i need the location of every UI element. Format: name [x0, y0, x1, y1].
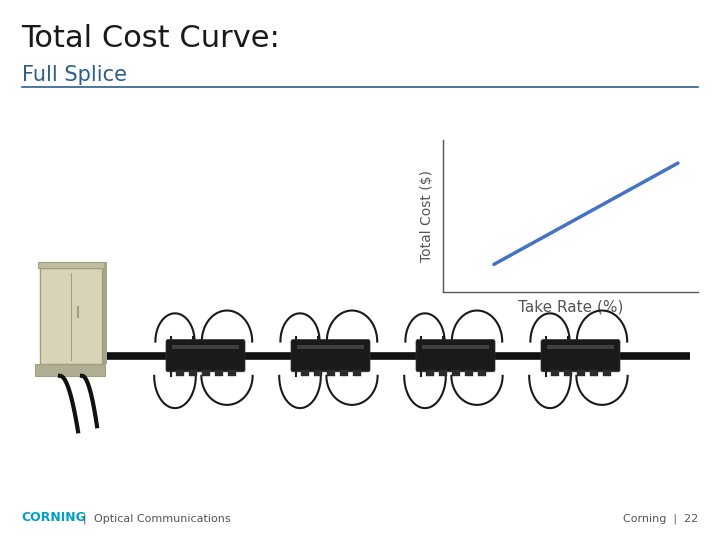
FancyBboxPatch shape: [426, 370, 434, 376]
Text: CORNING: CORNING: [22, 511, 86, 524]
Y-axis label: Total Cost ($): Total Cost ($): [420, 170, 434, 262]
FancyBboxPatch shape: [547, 345, 614, 349]
FancyBboxPatch shape: [40, 268, 102, 364]
FancyBboxPatch shape: [590, 370, 598, 376]
FancyBboxPatch shape: [551, 370, 559, 376]
FancyBboxPatch shape: [478, 370, 486, 376]
FancyBboxPatch shape: [291, 340, 370, 372]
Text: Corning  |  22: Corning | 22: [623, 514, 698, 524]
FancyBboxPatch shape: [166, 340, 245, 372]
Text: |: |: [83, 514, 86, 524]
X-axis label: Take Rate (%): Take Rate (%): [518, 300, 624, 315]
FancyBboxPatch shape: [422, 345, 489, 349]
FancyBboxPatch shape: [102, 262, 107, 364]
FancyBboxPatch shape: [228, 370, 236, 376]
FancyBboxPatch shape: [465, 370, 473, 376]
Text: Full Splice: Full Splice: [22, 65, 127, 85]
FancyBboxPatch shape: [202, 370, 210, 376]
FancyBboxPatch shape: [176, 370, 184, 376]
FancyBboxPatch shape: [340, 370, 348, 376]
Text: Optical Communications: Optical Communications: [94, 514, 230, 524]
FancyBboxPatch shape: [215, 370, 223, 376]
FancyBboxPatch shape: [603, 370, 611, 376]
FancyBboxPatch shape: [541, 340, 620, 372]
FancyBboxPatch shape: [189, 370, 197, 376]
FancyBboxPatch shape: [353, 370, 361, 376]
FancyBboxPatch shape: [314, 370, 322, 376]
FancyBboxPatch shape: [172, 345, 239, 349]
FancyBboxPatch shape: [416, 340, 495, 372]
FancyBboxPatch shape: [297, 345, 364, 349]
FancyBboxPatch shape: [564, 370, 572, 376]
FancyBboxPatch shape: [577, 370, 585, 376]
FancyBboxPatch shape: [439, 370, 447, 376]
Text: Total Cost Curve:: Total Cost Curve:: [22, 24, 280, 53]
FancyBboxPatch shape: [327, 370, 335, 376]
FancyBboxPatch shape: [301, 370, 309, 376]
FancyBboxPatch shape: [35, 364, 105, 376]
FancyBboxPatch shape: [38, 262, 104, 268]
FancyBboxPatch shape: [452, 370, 460, 376]
